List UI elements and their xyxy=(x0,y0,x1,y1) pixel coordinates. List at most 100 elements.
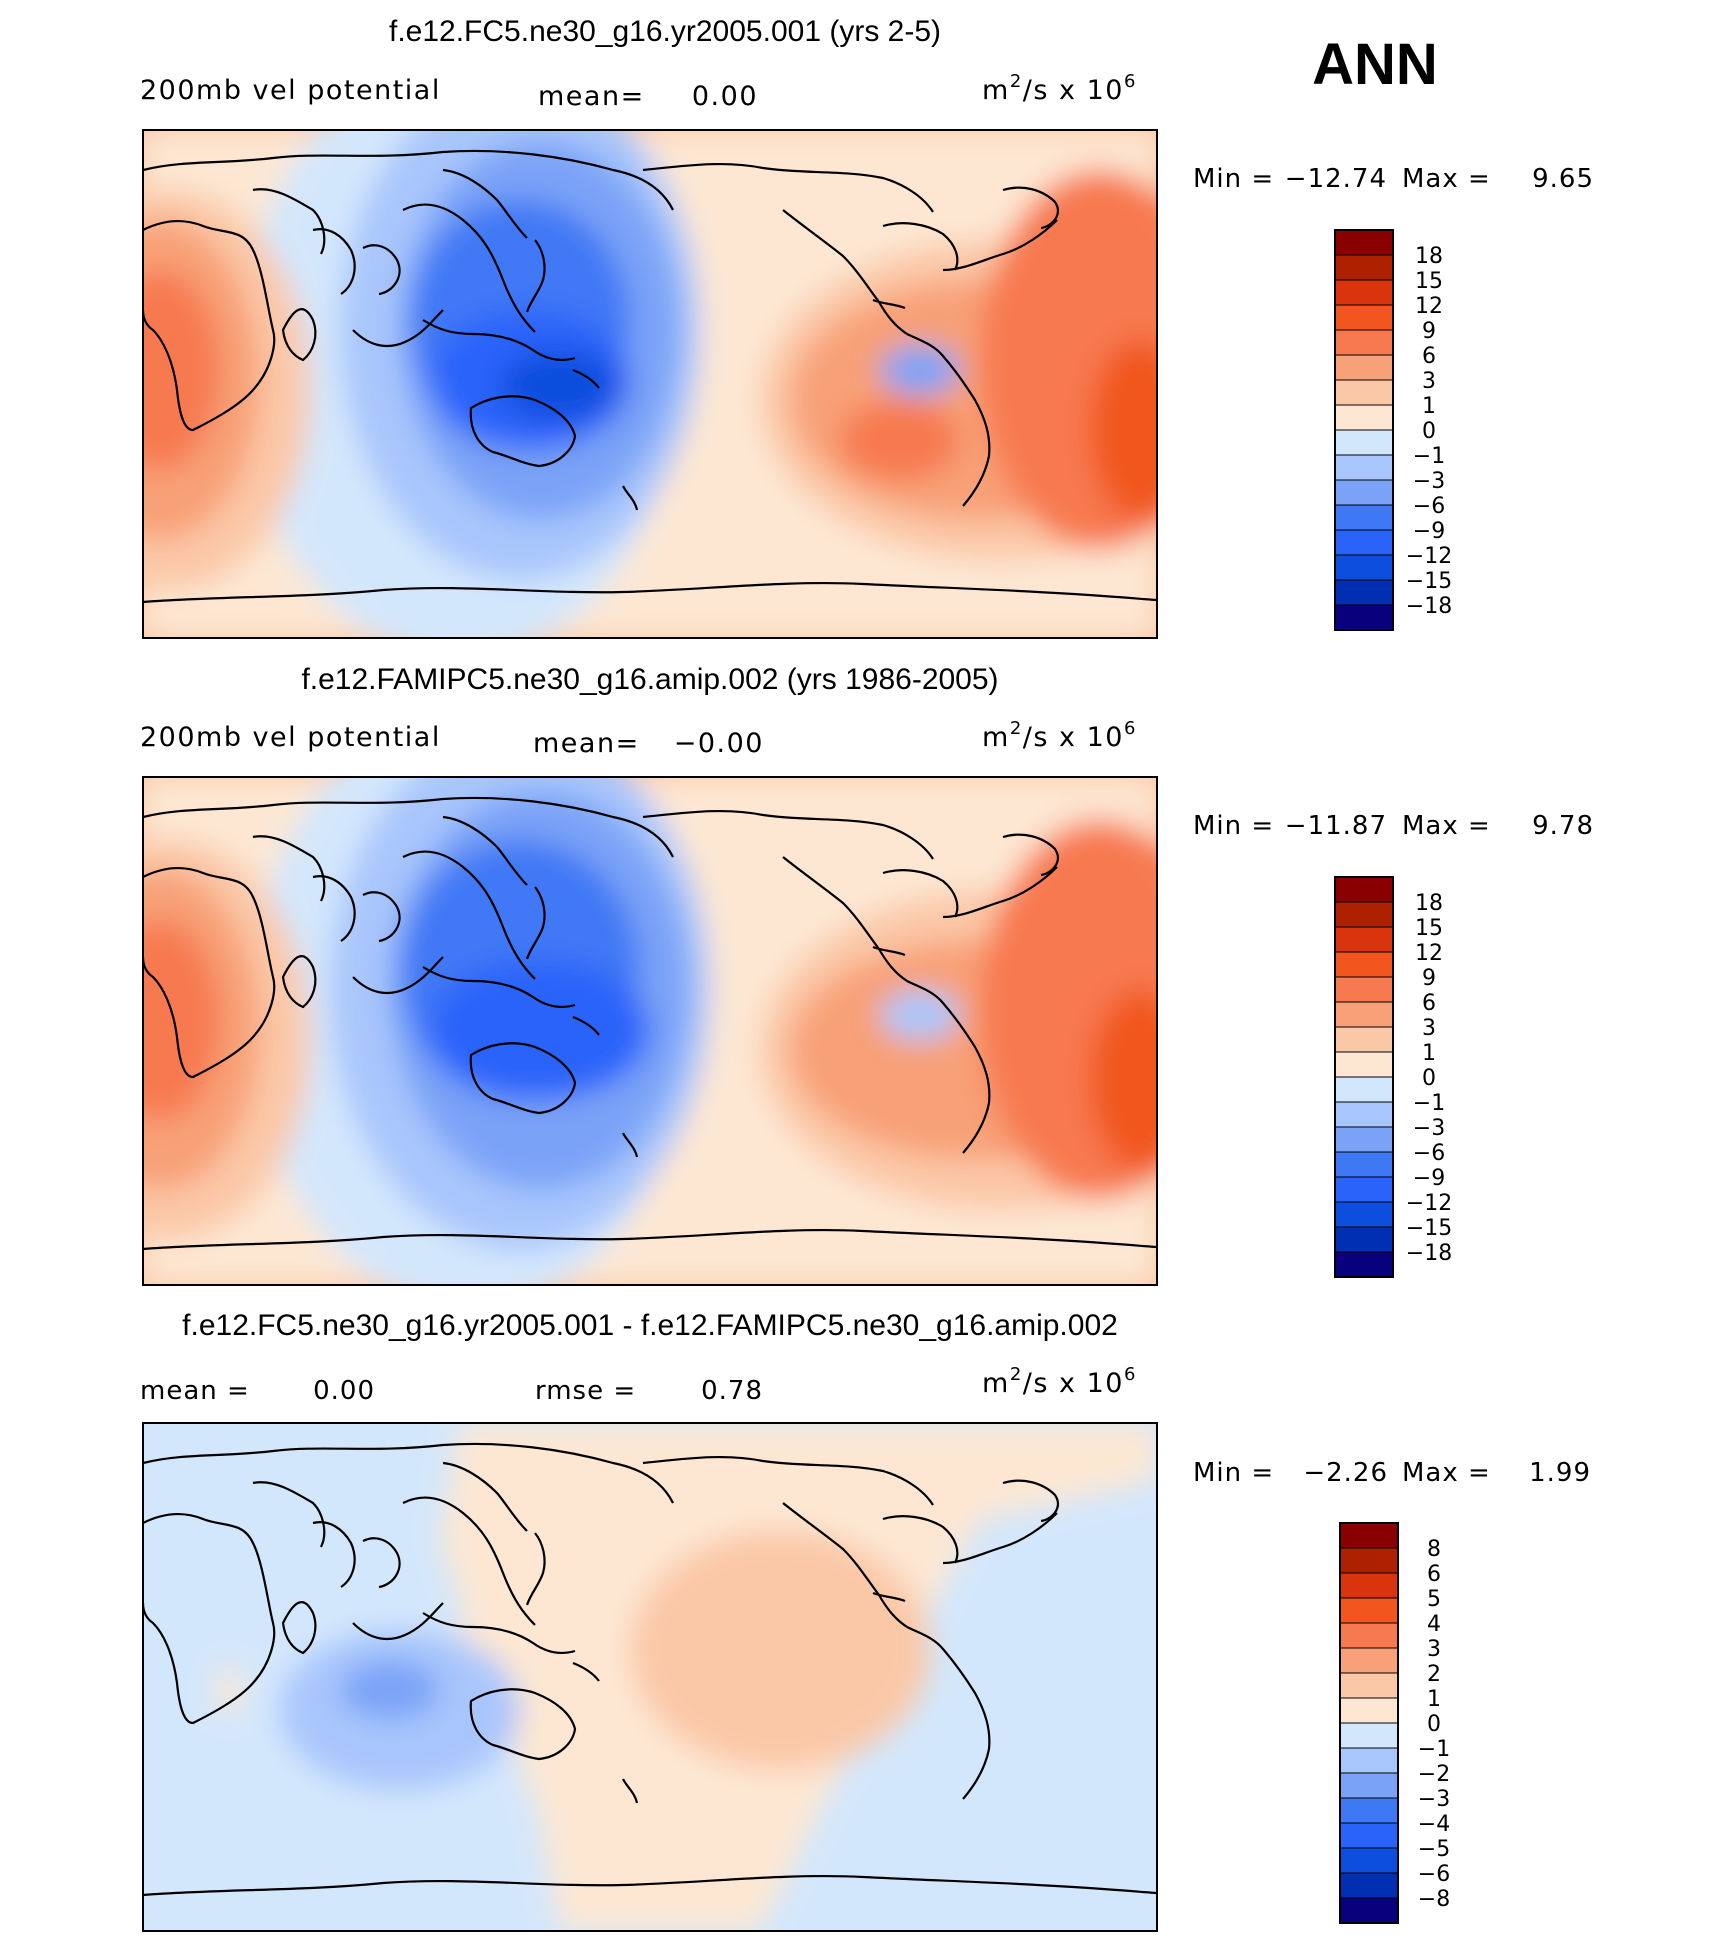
colorbar-swatch xyxy=(1339,1797,1399,1824)
colorbar-tick-label: −15 xyxy=(1406,1216,1452,1241)
panel-3-min-value: −2.26 xyxy=(1303,1458,1388,1488)
colorbar-tick-label: 3 xyxy=(1422,1016,1436,1041)
panel-1-units: m2/s x 106 xyxy=(982,71,1137,106)
panel-3-frame xyxy=(142,1422,1158,1932)
colorbar-swatch xyxy=(1334,379,1394,406)
panel-1-mean-value: 0.00 xyxy=(692,81,758,112)
colorbar-tick-label: −12 xyxy=(1406,544,1452,569)
colorbar-tick-label: 18 xyxy=(1415,891,1443,916)
colorbar-tick-label: −5 xyxy=(1418,1837,1450,1862)
panel-2-frame xyxy=(142,776,1158,1286)
colorbar-tick-label: 3 xyxy=(1422,369,1436,394)
colorbar-frame xyxy=(1334,229,1394,631)
colorbar-swatch xyxy=(1339,1522,1399,1549)
colorbar-tick-label: −18 xyxy=(1406,1241,1452,1266)
colorbar-tick-label: 3 xyxy=(1427,1637,1441,1662)
colorbar-swatch xyxy=(1339,1597,1399,1624)
colorbar-swatch xyxy=(1334,229,1394,256)
colorbar-swatch xyxy=(1339,1772,1399,1799)
svg-text:m2/s x 106: m2/s x 106 xyxy=(982,1364,1137,1399)
panel-1-min-value: −12.74 xyxy=(1285,164,1387,194)
colorbar-tick-label: −1 xyxy=(1418,1737,1450,1762)
panel-2-min-value: −11.87 xyxy=(1285,811,1387,841)
colorbar-tick-label: −6 xyxy=(1418,1862,1450,1887)
panel-2-variable-label: 200mb vel potential xyxy=(140,722,441,753)
colorbar-swatch xyxy=(1334,504,1394,531)
colorbar-swatch xyxy=(1334,279,1394,306)
colorbar-tick-label: −3 xyxy=(1413,1116,1445,1141)
colorbar-swatch xyxy=(1339,1572,1399,1599)
colorbar-tick-label: −6 xyxy=(1413,494,1445,519)
colorbar-tick-label: 12 xyxy=(1415,941,1443,966)
colorbar-swatch xyxy=(1334,1226,1394,1253)
colorbar-swatch xyxy=(1334,579,1394,606)
colorbar-tick-label: −4 xyxy=(1418,1812,1450,1837)
panel-2-units: m2/s x 106 xyxy=(982,718,1135,753)
colorbar-swatch xyxy=(1339,1722,1399,1749)
colorbar-tick-label: 0 xyxy=(1422,419,1436,444)
colorbar-swatch xyxy=(1339,1622,1399,1649)
colorbar-tick-label: 6 xyxy=(1427,1562,1441,1587)
colorbar-tick-label: −9 xyxy=(1413,519,1445,544)
panel-1-max-value: 9.65 xyxy=(1532,164,1594,194)
colorbar-tick-label: 6 xyxy=(1422,991,1436,1016)
colorbar-swatch xyxy=(1334,926,1394,953)
colorbar-swatch xyxy=(1334,454,1394,481)
colorbar-swatch xyxy=(1339,1747,1399,1774)
panel-3-mean-label: mean = xyxy=(140,1376,250,1406)
colorbar-swatch xyxy=(1339,1647,1399,1674)
colorbar-swatch xyxy=(1339,1872,1399,1899)
colorbar-swatch xyxy=(1334,304,1394,331)
colorbar-swatch xyxy=(1334,876,1394,903)
panel-1: f.e12.FC5.ne30_g16.yr2005.001 (yrs 2-5) … xyxy=(140,15,1594,639)
colorbar-swatch xyxy=(1334,1251,1394,1278)
panel-3-rmse-value: 0.78 xyxy=(701,1376,763,1406)
colorbar-swatch xyxy=(1339,1822,1399,1849)
panel-3-rmse-label: rmse = xyxy=(535,1376,636,1406)
colorbar-tick-label: 0 xyxy=(1427,1712,1441,1737)
colorbar-swatch xyxy=(1334,1001,1394,1028)
colorbar-tick-label: 9 xyxy=(1422,966,1436,991)
colorbar-tick-label: −3 xyxy=(1413,469,1445,494)
colorbar-swatch xyxy=(1334,604,1394,631)
colorbar-swatch xyxy=(1334,404,1394,431)
colorbar-swatch xyxy=(1334,1101,1394,1128)
colorbar-swatch xyxy=(1334,254,1394,281)
units-mid: /s x 10 xyxy=(1023,75,1124,106)
colorbar-swatch xyxy=(1334,1201,1394,1228)
panel-3: f.e12.FC5.ne30_g16.yr2005.001 - f.e12.FA… xyxy=(140,1309,1590,1932)
colorbar-swatch xyxy=(1334,479,1394,506)
colorbar-tick-label: −12 xyxy=(1406,1191,1452,1216)
colorbar-tick-label: −18 xyxy=(1406,594,1452,619)
panel-3-units: m2/s x 106 xyxy=(982,1364,1137,1399)
panel-2: f.e12.FAMIPC5.ne30_g16.amip.002 (yrs 198… xyxy=(140,663,1594,1286)
units-pow: 6 xyxy=(1124,71,1137,92)
colorbar-frame xyxy=(1339,1522,1399,1924)
colorbar-tick-label: 8 xyxy=(1427,1537,1441,1562)
panel-1-frame xyxy=(142,129,1158,639)
colorbar-swatch xyxy=(1334,429,1394,456)
colorbar-tick-label: 15 xyxy=(1415,916,1443,941)
panel-1-title: f.e12.FC5.ne30_g16.yr2005.001 (yrs 2-5) xyxy=(389,15,941,48)
colorbar-swatch xyxy=(1334,329,1394,356)
colorbar-frame xyxy=(1334,876,1394,1278)
colorbar-swatch xyxy=(1339,1672,1399,1699)
colorbar-swatch xyxy=(1334,1151,1394,1178)
colorbar-swatch xyxy=(1334,529,1394,556)
colorbar-tick-label: −9 xyxy=(1413,1166,1445,1191)
colorbar-tick-label: 6 xyxy=(1422,344,1436,369)
colorbar-tick-label: −2 xyxy=(1418,1762,1450,1787)
colorbar-swatch xyxy=(1334,901,1394,928)
colorbar-tick-label: 18 xyxy=(1415,244,1443,269)
units-exp: 2 xyxy=(1010,71,1023,92)
panel-2-max-value: 9.78 xyxy=(1532,811,1594,841)
panel-1-max-label: Max = xyxy=(1402,164,1491,194)
colorbar-swatch xyxy=(1339,1897,1399,1924)
svg-text:m2/s x 106: m2/s x 106 xyxy=(982,71,1137,106)
colorbar-tick-label: 1 xyxy=(1422,1041,1436,1066)
season-label: ANN xyxy=(1312,32,1438,97)
panel-2-title: f.e12.FAMIPC5.ne30_g16.amip.002 (yrs 198… xyxy=(301,663,998,696)
